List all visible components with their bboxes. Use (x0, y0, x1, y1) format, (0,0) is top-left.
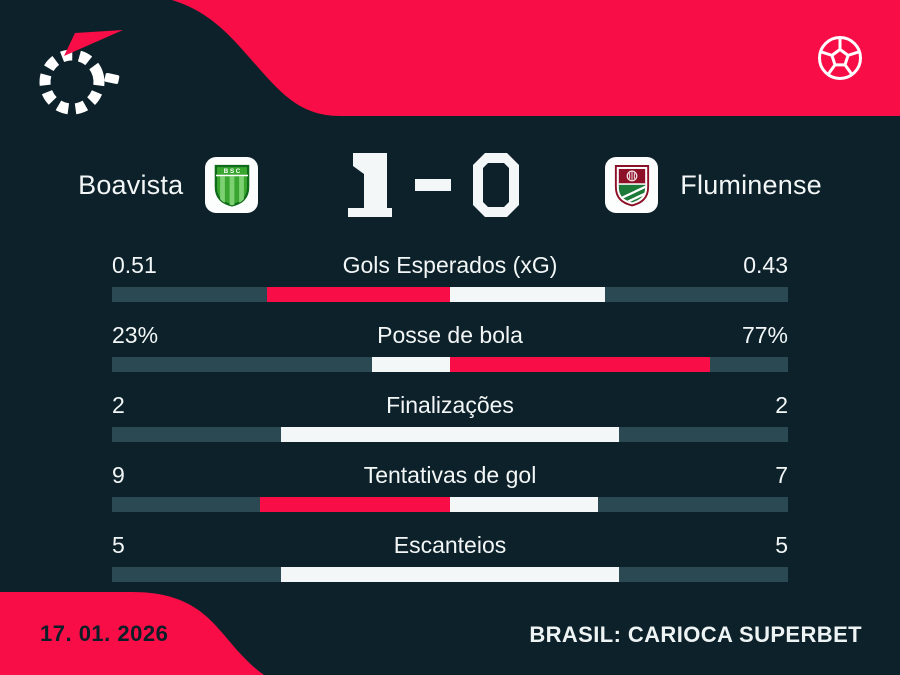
stat-home-value: 5 (112, 532, 125, 558)
stats-list: 0.51 Gols Esperados (xG) 0.43 23% Posse de b… (112, 252, 788, 582)
stat-bar (112, 427, 788, 442)
stat-bar-away-segment (450, 497, 598, 512)
stat-home-value: 0.51 (112, 252, 157, 278)
stat-bar-home-segment (281, 427, 450, 442)
soccer-ball-icon (816, 34, 864, 82)
stat-home-value: 9 (112, 462, 125, 488)
stat-bar (112, 287, 788, 302)
away-team-name: Fluminense (680, 169, 822, 200)
match-date: 17. 01. 2026 (40, 621, 169, 646)
logo-flag (64, 30, 123, 56)
stat-home-value: 2 (112, 392, 125, 418)
competition-name: BRASIL: CARIOCA SUPERBET (529, 622, 862, 647)
footer-red-blob (0, 592, 264, 675)
stat-row: 9 Tentativas de gol 7 (112, 462, 788, 512)
stat-bar-home-segment (259, 497, 450, 512)
stat-bar-away-segment (450, 357, 711, 372)
stat-bar (112, 357, 788, 372)
boavista-crest-icon: B S C (214, 164, 250, 207)
stat-away-value: 2 (775, 392, 788, 418)
stat-bar-away-segment (450, 427, 619, 442)
score-separator-icon (414, 153, 452, 217)
stat-label: Gols Esperados (xG) (342, 252, 558, 278)
home-team-crest: B S C (205, 157, 259, 213)
stat-bar-away-segment (450, 567, 619, 582)
stat-bar-home-segment (266, 287, 450, 302)
stat-row: 5 Escanteios 5 (112, 532, 788, 582)
stat-away-value: 77% (741, 322, 788, 348)
score (347, 153, 520, 217)
stat-label: Posse de bola (377, 322, 523, 348)
stat-bar-home-segment (372, 357, 450, 372)
header-red-band (172, 0, 900, 116)
stat-row: 0.51 Gols Esperados (xG) 0.43 (112, 252, 788, 302)
fluminense-crest-icon (614, 165, 649, 207)
stat-away-value: 7 (775, 462, 788, 488)
stat-row: 23% Posse de bola 77% (112, 322, 788, 372)
stat-label: Finalizações (386, 392, 514, 418)
away-team-crest (605, 157, 659, 213)
stat-away-value: 0.43 (743, 252, 788, 278)
stat-away-value: 5 (775, 532, 788, 558)
stat-label: Escanteios (393, 532, 507, 558)
stat-label: Tentativas de gol (363, 462, 537, 488)
stat-bar-away-segment (450, 287, 605, 302)
stat-bar (112, 567, 788, 582)
stat-bar-home-segment (281, 567, 450, 582)
svg-text:B S C: B S C (224, 168, 241, 175)
stat-home-value: 23% (112, 322, 159, 348)
scoreboard: Boavista B S C (0, 150, 900, 220)
stat-row: 2 Finalizações 2 (112, 392, 788, 442)
home-team-name: Boavista (78, 169, 184, 200)
home-score (347, 153, 393, 217)
flashscore-logo-icon (28, 20, 138, 130)
stat-bar (112, 497, 788, 512)
away-score (473, 153, 520, 217)
